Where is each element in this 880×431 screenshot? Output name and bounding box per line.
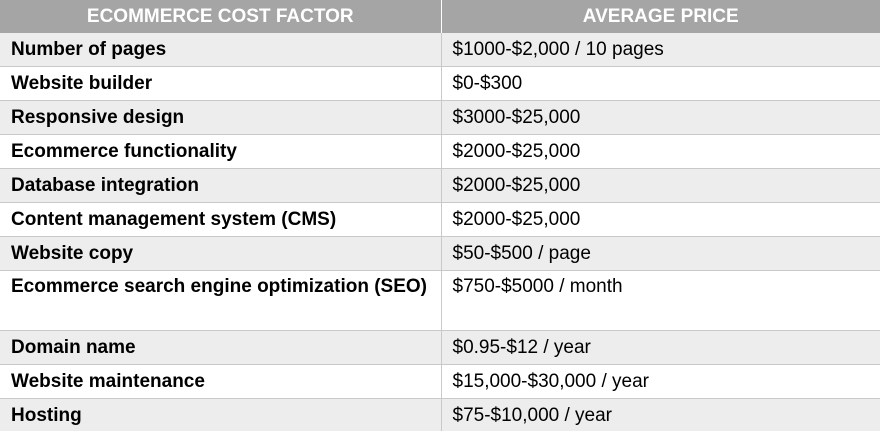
price-cell: $2000-$25,000 <box>441 202 880 237</box>
table-row: Ecommerce search engine optimization (SE… <box>0 270 880 331</box>
price-cell: $750-$5000 / month <box>441 270 880 331</box>
price-cell: $75-$10,000 / year <box>441 398 880 431</box>
table-row: Domain name $0.95-$12 / year <box>0 330 880 365</box>
price-cell: $0.95-$12 / year <box>441 330 880 365</box>
price-cell: $1000-$2,000 / 10 pages <box>441 33 880 67</box>
table-row: Website maintenance $15,000-$30,000 / ye… <box>0 364 880 399</box>
cost-factor-cell: Website copy <box>0 236 442 271</box>
cost-factor-cell: Ecommerce search engine optimization (SE… <box>0 270 442 331</box>
price-cell: $2000-$25,000 <box>441 168 880 203</box>
header-cost-factor: ECOMMERCE COST FACTOR <box>0 0 442 33</box>
table-row: Content management system (CMS) $2000-$2… <box>0 202 880 237</box>
cost-factor-cell: Hosting <box>0 398 442 431</box>
price-cell: $2000-$25,000 <box>441 134 880 169</box>
table-row: Ecommerce functionality $2000-$25,000 <box>0 134 880 169</box>
header-average-price: AVERAGE PRICE <box>441 0 880 33</box>
cost-factor-cell: Responsive design <box>0 100 442 135</box>
cost-factor-cell: Content management system (CMS) <box>0 202 442 237</box>
cost-factor-cell: Domain name <box>0 330 442 365</box>
price-cell: $50-$500 / page <box>441 236 880 271</box>
price-cell: $15,000-$30,000 / year <box>441 364 880 399</box>
price-cell: $3000-$25,000 <box>441 100 880 135</box>
table-row: Database integration $2000-$25,000 <box>0 168 880 203</box>
cost-factor-cell: Number of pages <box>0 33 442 67</box>
table-header-row: ECOMMERCE COST FACTOR AVERAGE PRICE <box>0 0 880 33</box>
table-row: Hosting $75-$10,000 / year <box>0 398 880 431</box>
cost-factor-cell: Database integration <box>0 168 442 203</box>
cost-factor-cell: Website maintenance <box>0 364 442 399</box>
table-row: Number of pages $1000-$2,000 / 10 pages <box>0 33 880 67</box>
cost-factor-cell: Ecommerce functionality <box>0 134 442 169</box>
cost-factor-cell: Website builder <box>0 66 442 101</box>
price-cell: $0-$300 <box>441 66 880 101</box>
table-row: Responsive design $3000-$25,000 <box>0 100 880 135</box>
table-row: Website copy $50-$500 / page <box>0 236 880 271</box>
table-row: Website builder $0-$300 <box>0 66 880 101</box>
